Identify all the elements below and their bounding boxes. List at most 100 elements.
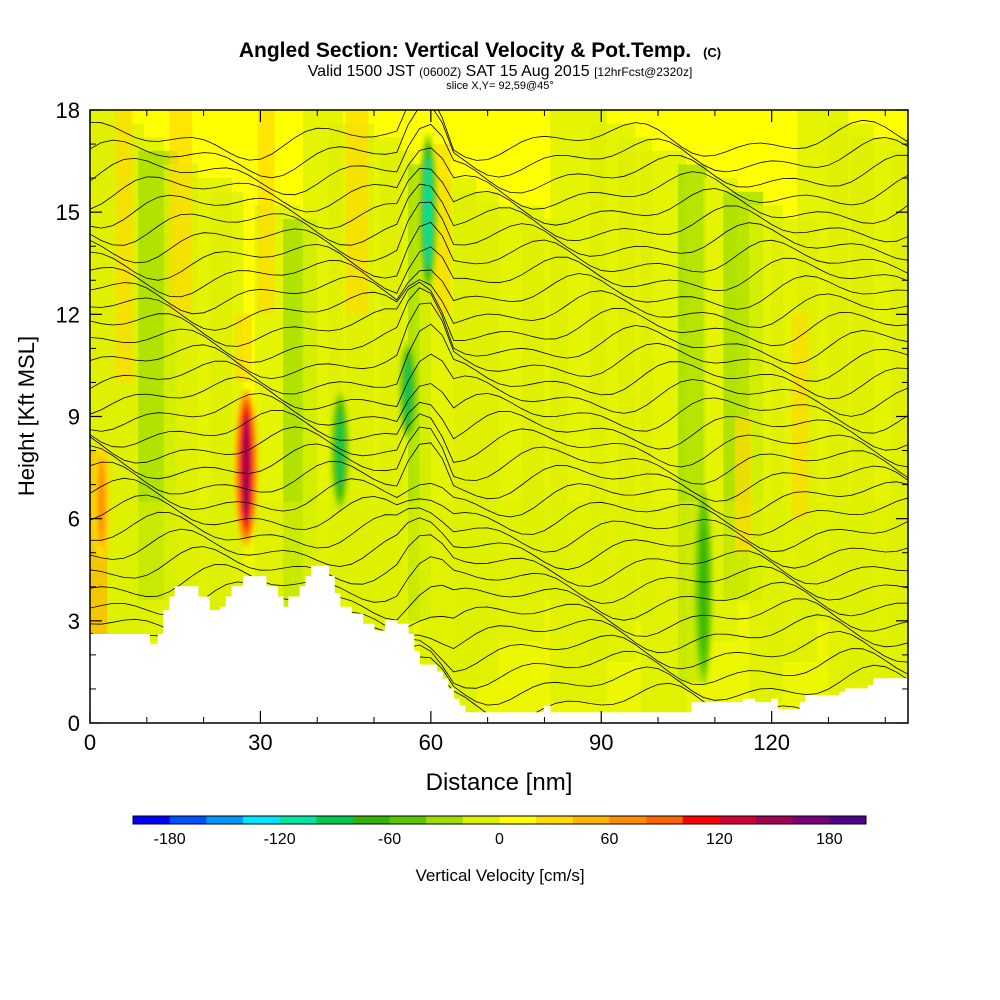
- theta-contour: [90, 353, 908, 417]
- theta-contour: [90, 442, 908, 502]
- x-axis: 0 30 60 90 120: [84, 110, 886, 755]
- theta-contour: [90, 167, 908, 230]
- theta-contour: [90, 477, 908, 520]
- colorbar-swatch: [536, 816, 574, 824]
- colorbar-swatch: [242, 816, 281, 824]
- theta-contour: [90, 323, 908, 400]
- velocity-band: [115, 110, 133, 383]
- colorbar-frame: [132, 815, 867, 825]
- colorbar-tick-label: 180: [816, 831, 843, 848]
- plot-area: [90, 110, 908, 723]
- colorbar-swatch: [792, 816, 830, 824]
- x-tick-label: 120: [753, 730, 790, 755]
- y-tick-label: 0: [68, 711, 80, 736]
- theta-contour: [90, 279, 908, 331]
- velocity-feature: [98, 461, 105, 542]
- theta-contour: [90, 281, 908, 347]
- velocity-feature: [700, 519, 707, 655]
- forecast-info: [12hrFcst@2320z]: [594, 65, 692, 79]
- colorbar-swatch: [352, 816, 391, 824]
- theta-contour: [90, 507, 908, 553]
- colorbar-tick-label: 120: [706, 831, 733, 848]
- velocity-band: [169, 110, 193, 315]
- velocity-feature: [336, 410, 344, 491]
- colorbar-tick-label: 0: [495, 831, 504, 848]
- colorbar-swatch: [646, 816, 684, 824]
- y-tick-label: 15: [56, 200, 80, 225]
- colorbar-tick-label: 60: [601, 831, 619, 848]
- colorbar: -180 -120 -60 0 60 120 180: [132, 815, 867, 848]
- velocity-band: [791, 314, 809, 519]
- colorbar-swatch: [829, 816, 867, 824]
- theta-contour: [90, 494, 908, 536]
- colorbar-swatch: [682, 816, 720, 824]
- velocity-field: [90, 110, 908, 723]
- theta-contour: [90, 287, 908, 365]
- y-tick-label: 6: [68, 507, 80, 532]
- y-tick-label: 9: [68, 405, 80, 430]
- theta-contour: [90, 246, 908, 298]
- valid-time-utc: (0600Z): [419, 65, 461, 79]
- y-axis-label: Height [Kft MSL]: [14, 336, 39, 496]
- valid-time-date: SAT 15 Aug 2015: [466, 63, 590, 80]
- theta-contour: [90, 123, 908, 196]
- theta-contour: [90, 556, 908, 604]
- theta-contour: [90, 517, 908, 571]
- colorbar-tick-label: -60: [378, 831, 401, 848]
- chart-title-suffix: (C): [703, 45, 721, 60]
- theta-contour: [90, 426, 908, 485]
- colorbar-swatch: [756, 816, 794, 824]
- velocity-band: [257, 110, 275, 315]
- velocity-band: [433, 144, 451, 315]
- y-axis: 0 3 6 9 12 15 18: [56, 98, 908, 736]
- colorbar-swatch: [499, 816, 537, 824]
- theta-contour: [90, 413, 908, 468]
- y-tick-label: 12: [56, 302, 80, 327]
- terrain: [90, 565, 908, 723]
- x-tick-label: 90: [589, 730, 613, 755]
- colorbar-label: Vertical Velocity [cm/s]: [415, 866, 584, 885]
- velocity-feature: [405, 357, 412, 425]
- theta-contour: [90, 110, 908, 179]
- theta-contour: [90, 581, 908, 621]
- theta-contour: [90, 383, 908, 434]
- colorbar-tick-label: -120: [264, 831, 296, 848]
- valid-time-line: Valid 1500 JST (0600Z) SAT 15 Aug 2015 […: [308, 63, 693, 80]
- colorbar-swatch: [316, 816, 354, 824]
- colorbar-swatch: [279, 816, 317, 824]
- velocity-band: [234, 314, 252, 383]
- x-tick-label: 30: [248, 730, 272, 755]
- x-tick-label: 0: [84, 730, 96, 755]
- theta-contour: [90, 534, 908, 587]
- colorbar-swatch: [462, 816, 500, 824]
- chart-title-main: Angled Section: Vertical Velocity & Pot.…: [239, 39, 691, 62]
- colorbar-swatch: [169, 816, 207, 824]
- velocity-feature: [242, 413, 251, 522]
- colorbar-tick-label: -180: [154, 831, 186, 848]
- theta-contour: [90, 269, 908, 315]
- y-tick-label: 18: [56, 98, 80, 123]
- chart-title: Angled Section: Vertical Velocity & Pot.…: [239, 39, 721, 62]
- x-tick-label: 60: [419, 730, 443, 755]
- theta-contour: [90, 183, 908, 246]
- colorbar-swatch: [719, 816, 757, 824]
- colorbar-swatch: [389, 816, 427, 824]
- valid-time-prefix: Valid 1500 JST: [308, 63, 416, 80]
- theta-contour: [90, 401, 908, 451]
- x-axis-label: Distance [nm]: [426, 769, 573, 796]
- colorbar-swatch: [133, 816, 171, 824]
- theta-contour: [90, 201, 908, 264]
- colorbar-swatch: [609, 816, 647, 824]
- velocity-features: [92, 133, 713, 685]
- colorbar-swatch: [572, 816, 610, 824]
- theta-contour: [90, 110, 908, 161]
- colorbar-swatch: [426, 816, 464, 824]
- slice-info: slice X,Y= 92,59@45°: [446, 80, 554, 92]
- y-tick-label: 3: [68, 609, 80, 634]
- velocity-feature: [424, 158, 432, 266]
- velocity-band: [345, 110, 369, 315]
- theta-contour: [90, 302, 908, 382]
- colorbar-swatch: [206, 816, 244, 824]
